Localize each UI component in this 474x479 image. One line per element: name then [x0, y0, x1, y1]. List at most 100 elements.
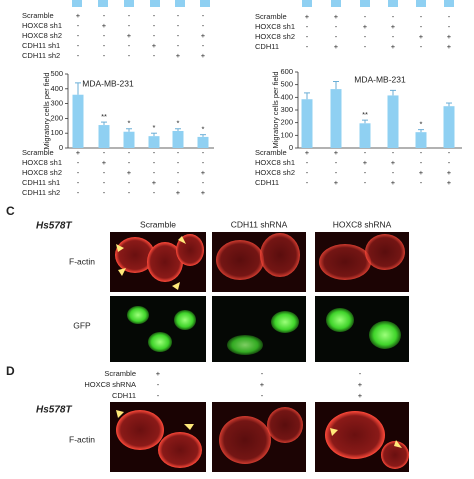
- condition-label: HOXC8 sh1: [22, 158, 62, 167]
- condition-sign: -: [420, 12, 423, 21]
- condition-sign: +: [152, 41, 157, 50]
- y-axis-label: Migratory cells per field: [42, 72, 51, 149]
- condition-sign: +: [447, 168, 452, 177]
- condition-sign: +: [76, 148, 81, 157]
- condition-sign: -: [103, 51, 106, 60]
- condition-sign: -: [202, 41, 205, 50]
- bar: [98, 125, 110, 148]
- condition-sign: -: [153, 11, 156, 20]
- condition-sign: +: [334, 148, 339, 157]
- condition-sign: -: [128, 21, 131, 30]
- condition-sign: -: [306, 32, 309, 41]
- condition-sign: -: [103, 168, 106, 177]
- condition-label: CDH11 sh1: [22, 178, 60, 187]
- condition-sign: +: [152, 178, 157, 187]
- condition-label: HOXC8 sh1: [255, 22, 295, 31]
- condition-sign: +: [201, 188, 206, 197]
- condition-sign: -: [128, 41, 131, 50]
- condition-sign: +: [305, 12, 310, 21]
- condition-sign: +: [156, 369, 161, 378]
- cell-line: Hs578T: [36, 405, 72, 416]
- bar: [415, 132, 427, 148]
- condition-sign: -: [153, 168, 156, 177]
- y-tick-label: 0: [289, 143, 293, 152]
- condition-sign: -: [103, 178, 106, 187]
- bar: [359, 123, 371, 148]
- condition-sign: -: [335, 158, 338, 167]
- bar: [197, 136, 209, 148]
- condition-sign: -: [177, 148, 180, 157]
- condition-sign: -: [306, 178, 309, 187]
- condition-sign: -: [153, 21, 156, 30]
- condition-label: HOXC8 sh2: [22, 168, 62, 177]
- condition-sign: -: [448, 12, 451, 21]
- column-header: HOXC8 shRNA: [333, 219, 392, 229]
- condition-label: HOXC8 sh1: [255, 158, 295, 167]
- row-label: GFP: [73, 320, 91, 330]
- bar: [148, 136, 160, 148]
- condition-sign: -: [153, 158, 156, 167]
- condition-sign: -: [77, 168, 80, 177]
- condition-label: Scramble: [255, 148, 287, 157]
- bar: [72, 94, 84, 148]
- significance: **: [101, 112, 107, 121]
- condition-sign: -: [261, 391, 264, 400]
- condition-label: Scramble: [104, 369, 136, 378]
- condition-sign: +: [391, 178, 396, 187]
- condition-sign: -: [335, 32, 338, 41]
- condition-sign: +: [334, 178, 339, 187]
- condition-sign: -: [448, 148, 451, 157]
- y-tick-label: 400: [50, 84, 63, 93]
- bar: [301, 99, 313, 148]
- condition-sign: -: [177, 178, 180, 187]
- condition-sign: -: [202, 148, 205, 157]
- condition-sign: -: [177, 41, 180, 50]
- condition-sign: -: [157, 391, 160, 400]
- y-tick-label: 300: [280, 105, 293, 114]
- condition-sign: -: [153, 51, 156, 60]
- condition-sign: -: [392, 12, 395, 21]
- chart-title: MDA-MB-231: [82, 78, 134, 88]
- condition-sign: -: [153, 188, 156, 197]
- condition-sign: -: [335, 22, 338, 31]
- condition-sign: +: [334, 12, 339, 21]
- condition-sign: -: [177, 158, 180, 167]
- condition-sign: -: [77, 41, 80, 50]
- condition-sign: -: [128, 148, 131, 157]
- condition-label: HOXC8 shRNA: [84, 380, 136, 389]
- condition-sign: -: [103, 188, 106, 197]
- y-tick-label: 100: [50, 128, 63, 137]
- condition-sign: +: [102, 158, 107, 167]
- condition-sign: -: [202, 158, 205, 167]
- condition-sign: -: [306, 42, 309, 51]
- condition-sign: -: [103, 31, 106, 40]
- cell-line: Hs578T: [36, 221, 72, 232]
- condition-label: Scramble: [22, 11, 54, 20]
- condition-sign: -: [77, 21, 80, 30]
- microscopy-images: [110, 232, 409, 472]
- condition-sign: +: [447, 42, 452, 51]
- condition-sign: -: [306, 22, 309, 31]
- condition-sign: +: [391, 42, 396, 51]
- condition-sign: -: [364, 148, 367, 157]
- condition-sign: +: [260, 380, 265, 389]
- column-header: CDH11 shRNA: [231, 219, 288, 229]
- condition-sign: -: [77, 158, 80, 167]
- condition-sign: -: [392, 32, 395, 41]
- significance: *: [153, 123, 156, 132]
- condition-sign: -: [392, 168, 395, 177]
- bar: [330, 89, 342, 148]
- bar: [443, 106, 455, 148]
- condition-sign: -: [177, 31, 180, 40]
- condition-sign: +: [419, 168, 424, 177]
- condition-label: CDH11: [255, 178, 279, 187]
- condition-sign: +: [76, 11, 81, 20]
- condition-sign: -: [392, 148, 395, 157]
- panel-letter: D: [6, 364, 15, 378]
- condition-sign: -: [306, 158, 309, 167]
- condition-label: CDH11 sh2: [22, 51, 60, 60]
- condition-sign: +: [358, 391, 363, 400]
- condition-sign: -: [153, 31, 156, 40]
- condition-sign: -: [128, 188, 131, 197]
